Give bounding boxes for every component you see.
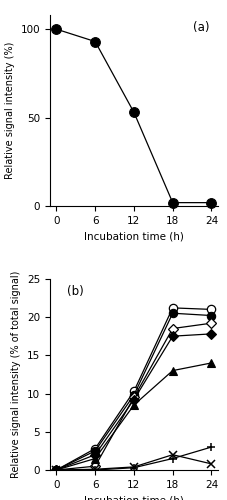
Text: (b): (b) (67, 284, 84, 298)
Text: (a): (a) (193, 20, 210, 34)
X-axis label: Incubation time (h): Incubation time (h) (84, 232, 184, 241)
X-axis label: Incubation time (h): Incubation time (h) (84, 496, 184, 500)
Y-axis label: Relative signal intensity (%): Relative signal intensity (%) (5, 42, 15, 179)
Y-axis label: Relative signal intensity (% of total signal): Relative signal intensity (% of total si… (11, 270, 21, 478)
